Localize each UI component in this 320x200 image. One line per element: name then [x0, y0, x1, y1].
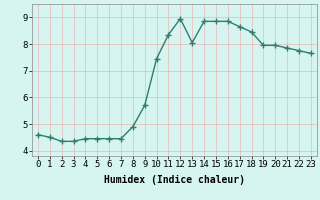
X-axis label: Humidex (Indice chaleur): Humidex (Indice chaleur) [104, 175, 245, 185]
